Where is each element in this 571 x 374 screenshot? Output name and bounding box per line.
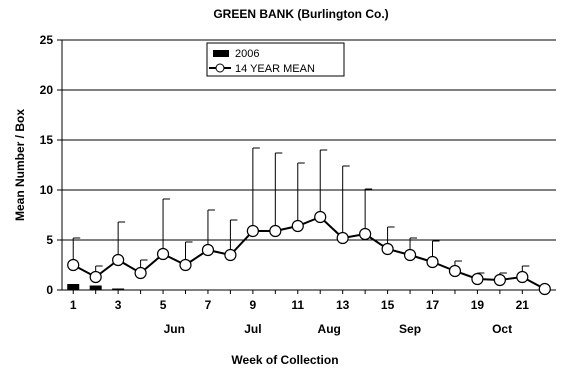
x-tick-label: 1	[70, 298, 77, 312]
bar-2006	[112, 288, 125, 290]
mean-point	[403, 248, 417, 262]
month-label: Aug	[318, 322, 341, 336]
x-tick-label: 19	[471, 298, 485, 312]
legend-box	[206, 42, 345, 77]
mean-point	[448, 264, 462, 278]
x-tick-label: 5	[160, 298, 167, 312]
x-tick-label: 11	[291, 298, 304, 312]
bar-2006	[89, 285, 102, 290]
x-tick-label: 21	[516, 298, 530, 312]
mean-point	[538, 282, 551, 296]
mean-point	[201, 243, 215, 257]
y-tick-label: 25	[40, 33, 54, 47]
month-label: Jun	[164, 322, 185, 336]
x-tick-label: 15	[381, 298, 395, 312]
mean-point	[426, 255, 439, 269]
y-tick-label: 0	[46, 283, 53, 297]
x-axis-title: Week of Collection	[231, 353, 338, 367]
x-tick-label: 7	[205, 298, 212, 312]
mean-point	[493, 273, 506, 287]
x-tick-label: 3	[115, 298, 122, 312]
mean-point	[246, 224, 259, 238]
mean-point	[471, 272, 484, 286]
y-tick-label: 15	[40, 133, 54, 147]
chart-title: GREEN BANK (Burlington Co.)	[213, 7, 388, 21]
mean-point	[179, 258, 192, 272]
legend-label: 2006	[235, 48, 259, 60]
mean-point	[112, 253, 125, 267]
month-label: Jul	[244, 322, 261, 336]
mean-line	[72, 215, 546, 290]
mean-point	[134, 266, 147, 280]
mean-point	[336, 231, 349, 245]
bar-2006	[134, 289, 147, 290]
mean-point	[89, 270, 102, 284]
x-tick-label: 13	[336, 298, 350, 312]
legend-label: 14 YEAR MEAN	[235, 63, 315, 75]
mean-point	[359, 227, 372, 241]
legend-bar-swatch	[213, 50, 229, 57]
y-tick-label: 20	[40, 83, 54, 97]
x-tick-label: 17	[426, 298, 440, 312]
mean-point	[381, 242, 394, 256]
y-tick-label: 5	[46, 233, 53, 247]
mean-point	[224, 248, 237, 262]
y-axis-title: Mean Number / Box	[13, 109, 27, 221]
x-tick-label: 9	[250, 298, 257, 312]
mean-point	[156, 247, 170, 261]
mean-point	[516, 270, 529, 284]
y-tick-label: 10	[40, 183, 54, 197]
bar-2006	[67, 284, 80, 290]
month-label: Sep	[399, 322, 421, 336]
month-label: Oct	[492, 322, 512, 336]
mean-point	[67, 258, 80, 272]
mean-point	[269, 224, 282, 238]
legend-marker-swatch	[215, 63, 225, 73]
mean-point	[314, 210, 327, 224]
mean-point	[291, 219, 304, 233]
